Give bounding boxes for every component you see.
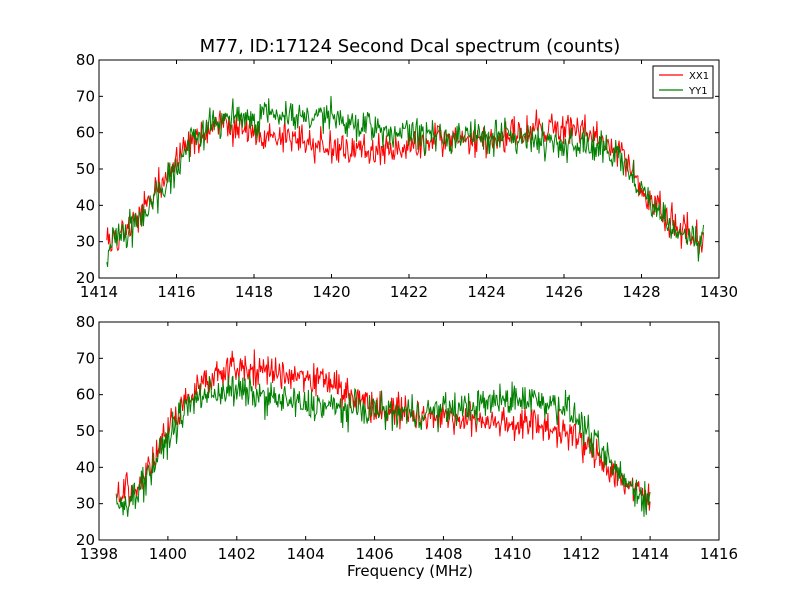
legend-label-xx1: XX1: [689, 71, 709, 82]
x-axis-label: Frequency (MHz): [347, 562, 473, 580]
x-tick-label: 1402: [218, 545, 256, 563]
y-tick-label: 30: [76, 233, 95, 251]
x-tick-label: 1414: [80, 283, 118, 301]
x-tick-label: 1412: [562, 545, 600, 563]
y-tick-label: 50: [76, 160, 95, 178]
y-tick-label: 20: [76, 269, 95, 287]
x-tick-label: 1408: [424, 545, 462, 563]
series-line-xx1: [116, 349, 651, 511]
x-tick-label: 1410: [493, 545, 531, 563]
x-tick-label: 1426: [545, 283, 583, 301]
y-tick-label: 60: [76, 124, 95, 142]
x-tick-label: 1422: [390, 283, 428, 301]
y-tick-label: 40: [76, 196, 95, 214]
y-tick-label: 20: [76, 531, 95, 549]
chart-title: M77, ID:17124 Second Dcal spectrum (coun…: [200, 36, 621, 57]
x-tick-label: 1404: [287, 545, 325, 563]
x-tick-label: 1400: [149, 545, 187, 563]
x-tick-label: 1418: [235, 283, 273, 301]
y-tick-label: 40: [76, 458, 95, 476]
top-panel: 1414 1416 1418 1420 1422 1424 1426 1428 1430 20 30…: [76, 51, 738, 301]
x-tick-label: 1424: [467, 283, 505, 301]
x-tick-label: 1398: [80, 545, 118, 563]
y-tick-label: 80: [76, 51, 95, 69]
y-tick-label: 70: [76, 349, 95, 367]
y-tick-label: 30: [76, 495, 95, 513]
x-tick-label: 1428: [622, 283, 660, 301]
x-tick-label: 1420: [312, 283, 350, 301]
series-line-yy1: [106, 95, 704, 267]
y-tick-label: 50: [76, 422, 95, 440]
y-tick-label: 80: [76, 313, 95, 331]
bottom-panel: 1398 1400 1402 1404 1406 1408 1410 1412 1414 1416…: [76, 313, 738, 563]
x-tick-label: 1416: [157, 283, 195, 301]
x-tick-label: 1430: [700, 283, 738, 301]
series-line-yy1: [115, 375, 651, 517]
legend-label-yy1: YY1: [688, 86, 708, 97]
legend-box: [652, 65, 714, 99]
y-tick-label: 60: [76, 386, 95, 404]
x-tick-label: 1414: [631, 545, 669, 563]
x-tick-label: 1406: [355, 545, 393, 563]
x-tick-label: 1416: [700, 545, 738, 563]
y-tick-label: 70: [76, 87, 95, 105]
